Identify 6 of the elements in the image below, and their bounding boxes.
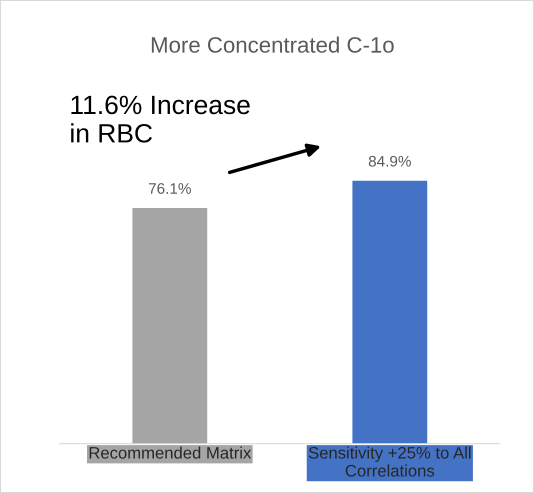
x-tick-label: Recommended Matrix bbox=[90, 446, 252, 459]
chart-title: More Concentrated C-1o bbox=[152, 36, 394, 53]
x-tick-label: Sensitivity +25% to All Correlations bbox=[308, 446, 470, 477]
data-label: 84.9% bbox=[368, 156, 411, 167]
data-label: 76.1% bbox=[148, 183, 191, 194]
text: 11.6% Increase in RBC bbox=[71, 96, 250, 143]
